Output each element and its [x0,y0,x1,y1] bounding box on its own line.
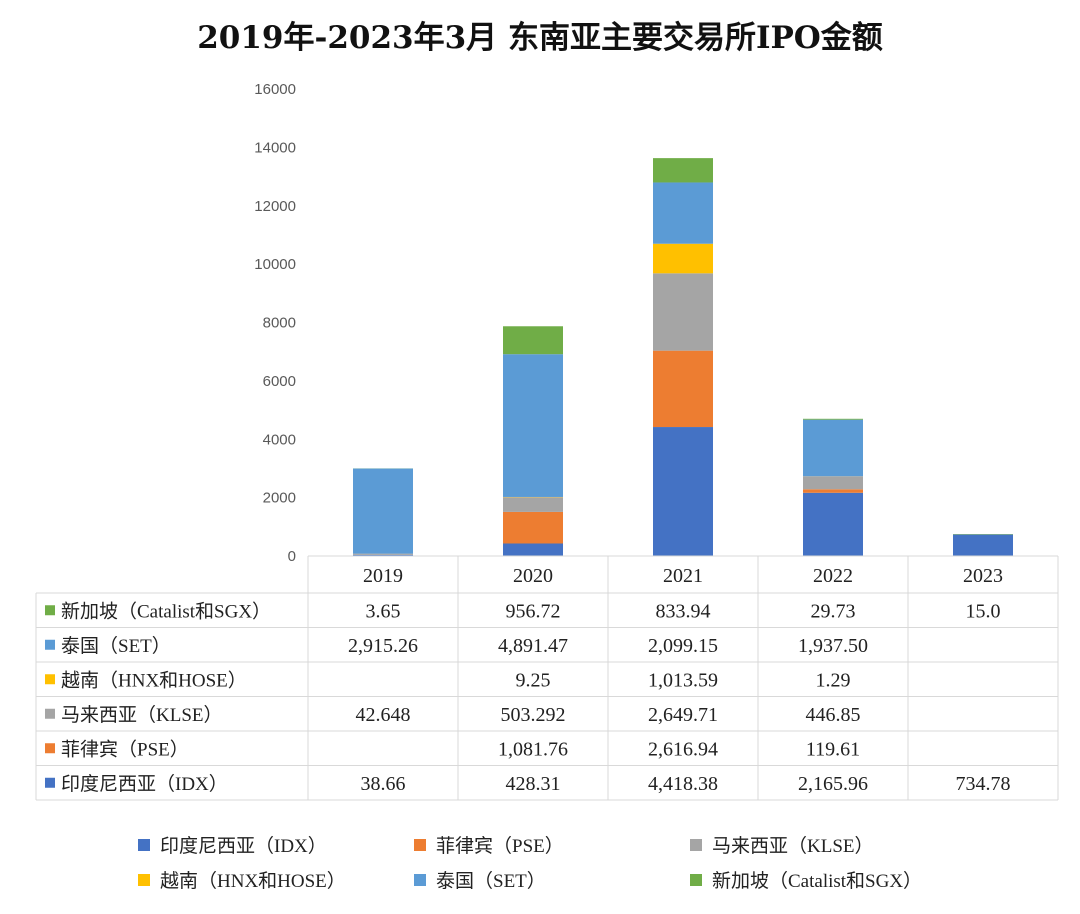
x-tick-label: 2020 [513,565,553,587]
bars-group [353,158,1013,556]
legend-swatch [414,839,426,851]
legend-label: 马来西亚（KLSE） [712,835,874,857]
table-row-swatch [45,674,55,685]
legend-swatch [138,874,150,886]
y-tick-label: 16000 [254,81,296,98]
data-label: 38.66 [361,773,406,795]
table-row-swatch [45,605,55,616]
bar-segment [353,554,413,556]
legend-swatch [414,874,426,886]
chart-title: 2019年-2023年3月 东南亚主要交易所IPO金额 [197,20,883,56]
bar-segment [803,476,863,490]
table-row-label: 新加坡（Catalist和SGX） [61,600,271,622]
data-label: 42.648 [356,704,411,726]
data-label: 29.73 [811,600,856,622]
y-tick-label: 4000 [263,431,296,448]
y-tick-label: 8000 [263,315,296,332]
table-row-label: 印度尼西亚（IDX） [61,773,228,795]
data-label: 503.292 [501,704,566,726]
data-label: 1,937.50 [798,635,868,657]
bar-segment [653,350,713,428]
legend-label: 越南（HNX和HOSE） [160,870,346,892]
legend-swatch [690,874,702,886]
bar-segment [353,468,413,554]
data-label: 2,915.26 [348,635,418,657]
y-tick-label: 14000 [254,139,296,156]
data-label: 3.65 [366,600,401,622]
x-tick-label: 2022 [813,565,853,587]
y-tick-label: 0 [288,548,296,565]
bar-segment [503,497,563,512]
data-label: 2,165.96 [798,773,868,795]
data-label: 4,418.38 [648,773,718,795]
bar-segment [503,511,563,544]
y-tick-label: 2000 [263,490,296,507]
data-label: 956.72 [506,600,561,622]
bar-segment [803,419,863,477]
data-label: 2,616.94 [648,738,718,760]
data-label: 833.94 [656,600,711,622]
bar-segment [503,543,563,556]
bar-segment [653,158,713,183]
bar-segment [353,553,413,555]
data-label: 9.25 [516,669,551,691]
bar-segment [503,354,563,497]
legend-label: 印度尼西亚（IDX） [160,835,327,857]
data-table: 2019 2020 2021 2022 2023 新加坡（Catalist和SGX） 3.6… [35,555,1059,801]
table-row-label: 马来西亚（KLSE） [61,704,223,726]
legend-label: 新加坡（Catalist和SGX） [712,870,922,892]
table-row-label: 越南（HNX和HOSE） [61,669,247,691]
legend-label: 菲律宾（PSE） [436,835,564,857]
table-row-swatch [45,639,55,650]
y-tick-label: 10000 [254,256,296,273]
x-tick-label: 2023 [963,565,1003,587]
bar-segment [803,489,863,493]
data-label: 1,081.76 [498,738,568,760]
bar-segment [653,273,713,351]
bar-segment [803,418,863,420]
legend-label: 泰国（SET） [436,870,546,892]
table-row-label: 菲律宾（PSE） [61,738,189,760]
bar-segment [953,534,1013,556]
data-label: 1,013.59 [648,669,718,691]
data-label: 1.29 [816,669,851,691]
data-label: 734.78 [956,773,1011,795]
bar-segment [653,427,713,556]
data-label: 119.61 [806,738,860,760]
y-tick-label: 12000 [254,198,296,215]
data-label: 2,649.71 [648,704,718,726]
bar-segment [653,182,713,244]
x-tick-label: 2019 [363,565,403,587]
data-label: 4,891.47 [498,635,568,657]
bar-segment [803,492,863,556]
table-row-swatch [45,777,55,788]
x-tick-label: 2021 [663,565,703,587]
y-tick-label: 6000 [263,373,296,390]
legend: 印度尼西亚（IDX） 菲律宾（PSE） 马来西亚（KLSE） 越南（HNX和HOSE）… [138,835,922,892]
data-label: 2,099.15 [648,635,718,657]
table-row-swatch [45,708,55,719]
table-row-swatch [45,743,55,754]
legend-swatch [690,839,702,851]
data-label: 446.85 [806,704,861,726]
bar-segment [653,243,713,274]
bar-segment [503,326,563,355]
data-label: 15.0 [966,600,1001,622]
y-axis: 0 2000 4000 6000 8000 10000 12000 14000 16000 [254,81,296,565]
table-row-label: 泰国（SET） [61,635,171,657]
data-label: 428.31 [506,773,561,795]
legend-swatch [138,839,150,851]
